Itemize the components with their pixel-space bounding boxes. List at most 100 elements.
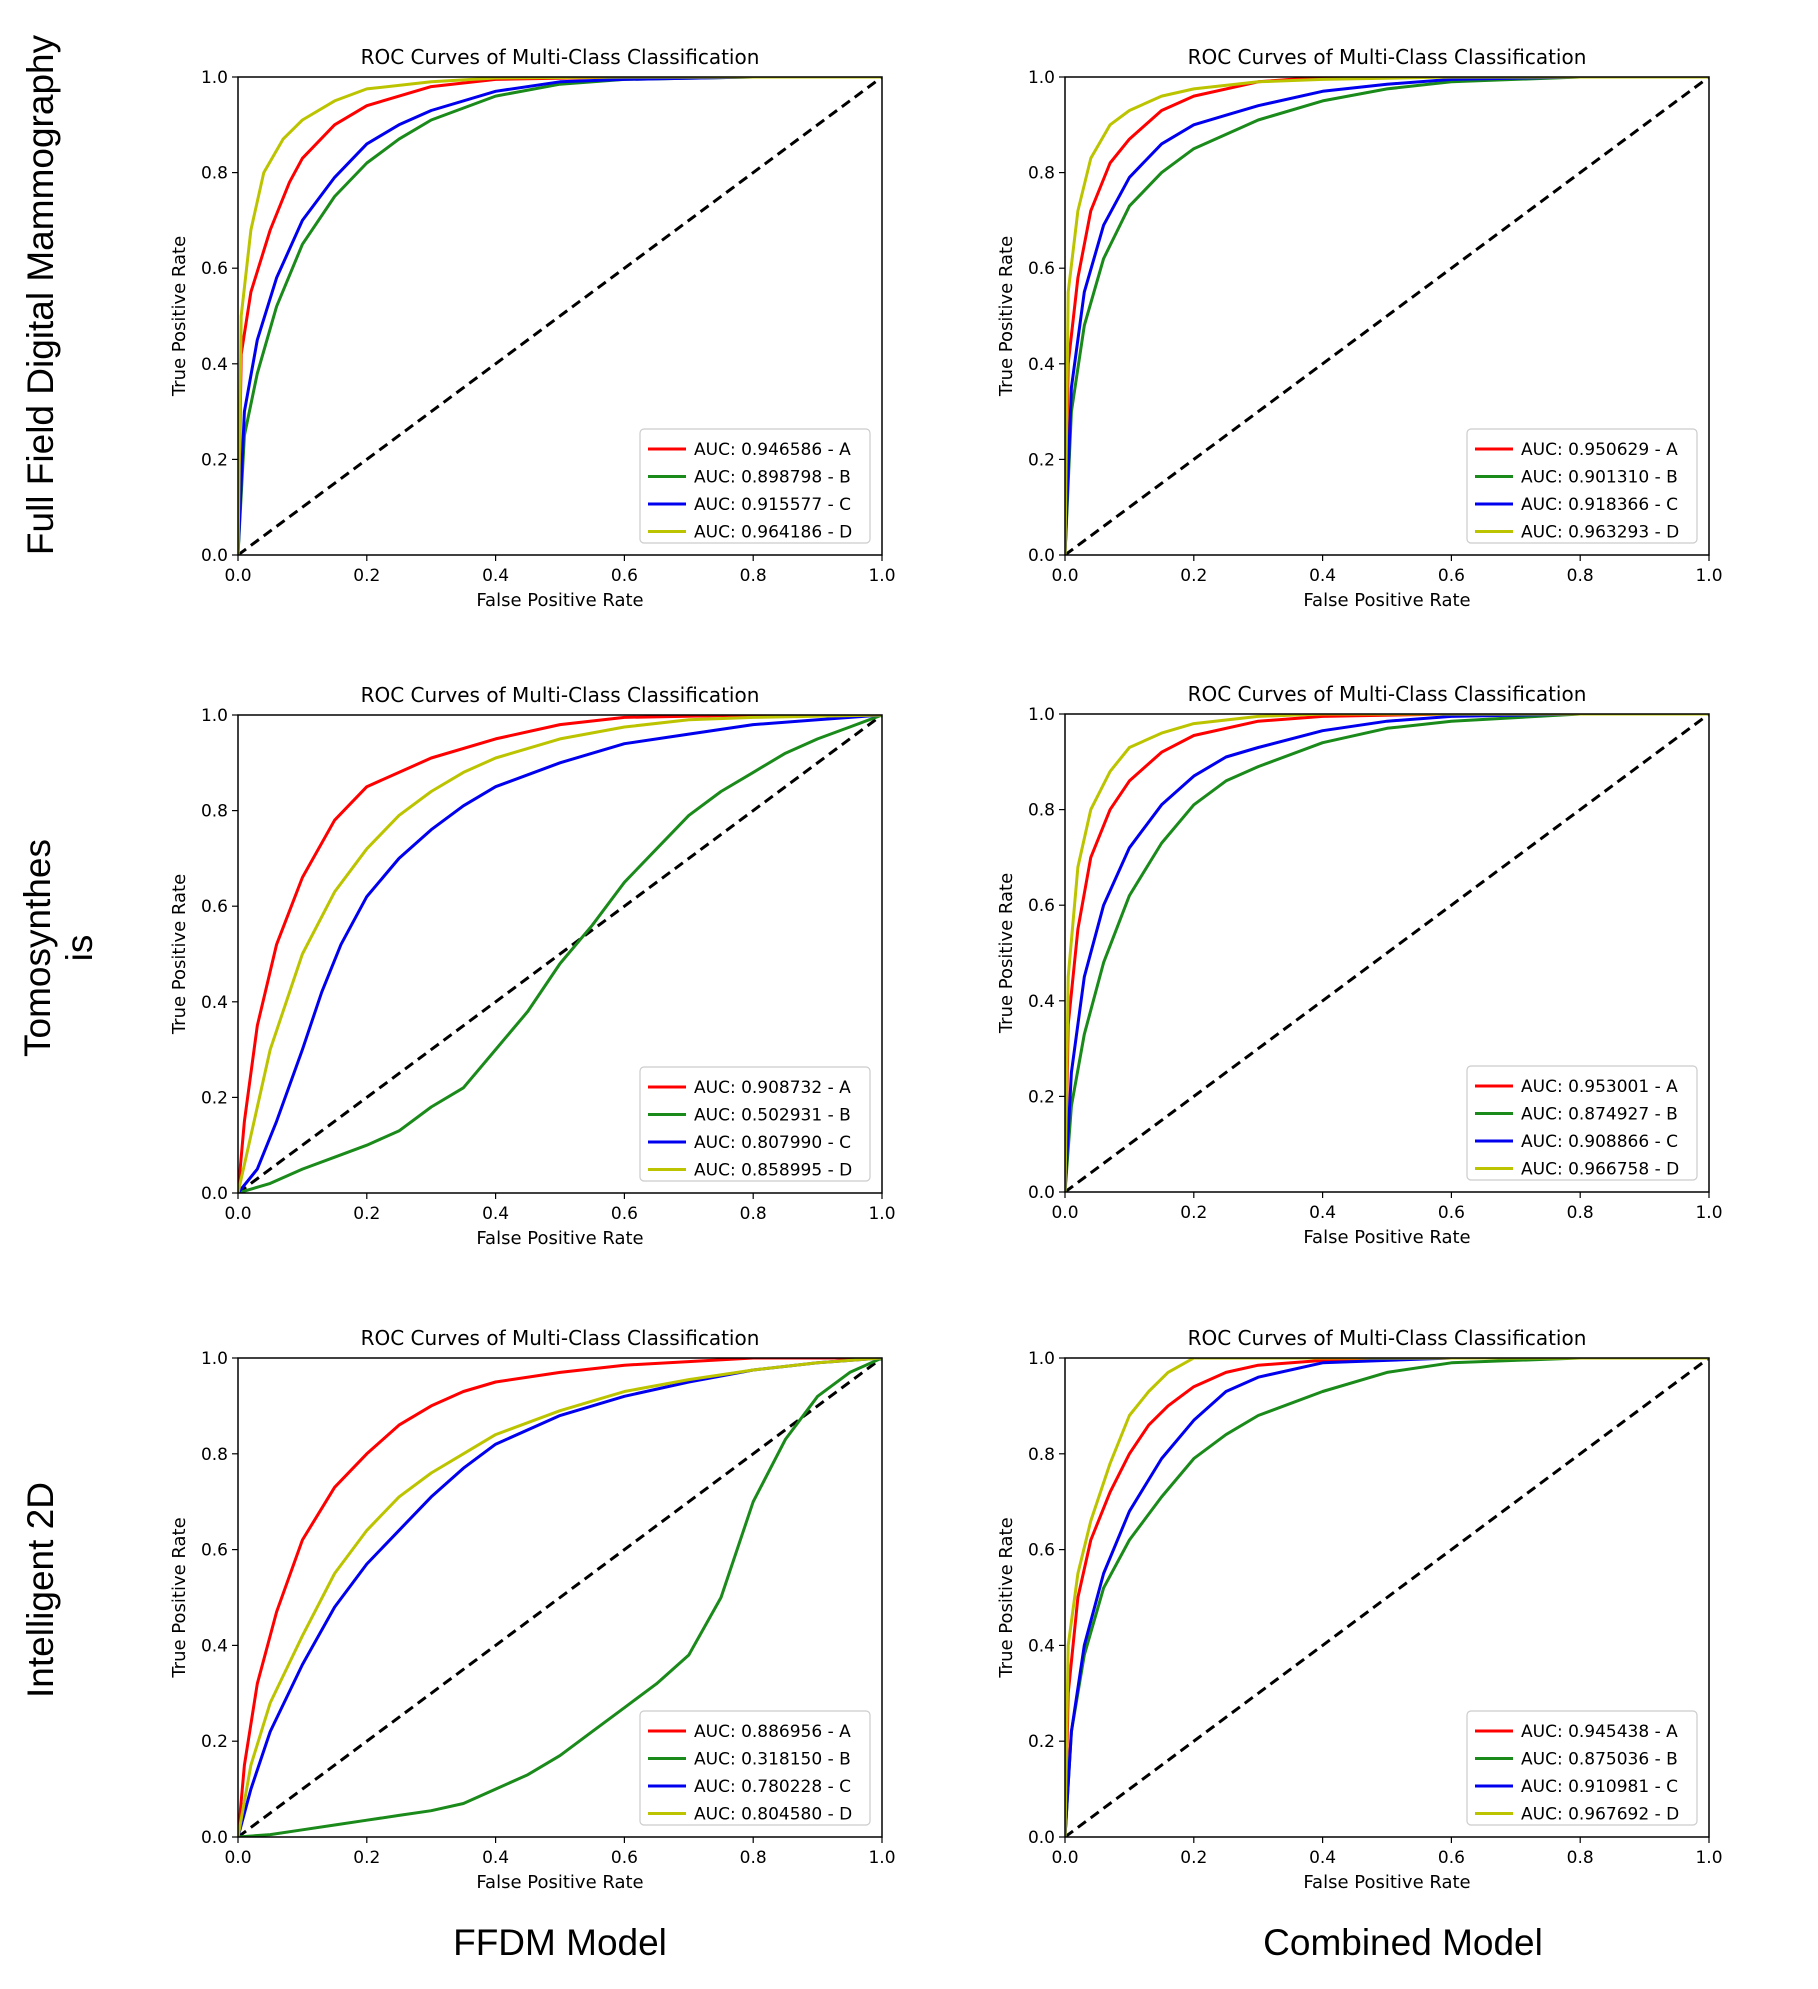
x-tick-label: 0.4 <box>1309 566 1336 586</box>
legend-entry: AUC: 0.858995 - D <box>694 1161 852 1181</box>
roc-curve <box>1065 1358 1709 1837</box>
y-tick-label: 0.0 <box>201 546 228 566</box>
roc-curve <box>1065 714 1709 1192</box>
x-axis-label: False Positive Rate <box>476 1872 643 1893</box>
x-tick-label: 0.6 <box>611 566 638 586</box>
legend-entry: AUC: 0.502931 - B <box>694 1106 851 1126</box>
x-axis-label: False Positive Rate <box>1303 1227 1470 1248</box>
y-tick-label: 0.0 <box>1028 1828 1055 1848</box>
legend-entry: AUC: 0.804580 - D <box>694 1805 852 1825</box>
axes-frame <box>1064 76 1710 556</box>
y-axis-label: True Positive Rate <box>996 873 1017 1034</box>
legend-entry: AUC: 0.875036 - B <box>1521 1750 1678 1770</box>
legend-entry: AUC: 0.908732 - A <box>694 1078 851 1098</box>
legend-entry: AUC: 0.908866 - C <box>1521 1132 1678 1152</box>
x-tick-label: 0.2 <box>1180 1203 1207 1223</box>
x-tick-label: 0.2 <box>353 1848 380 1868</box>
x-tick-label: 1.0 <box>1695 566 1722 586</box>
x-tick-label: 1.0 <box>1695 1203 1722 1223</box>
legend: AUC: 0.953001 - A AUC: 0.874927 - B AUC: 0… <box>1466 1065 1698 1181</box>
y-tick-label: 0.4 <box>1028 1636 1055 1656</box>
row-label-ffdm: Full Field Digital Mammography <box>20 34 61 555</box>
legend-entry: AUC: 0.966758 - D <box>1521 1160 1679 1180</box>
chance-diagonal <box>1065 1358 1709 1837</box>
y-tick-label: 0.6 <box>201 897 228 917</box>
legend: AUC: 0.946586 - A AUC: 0.898798 - B AUC: 0… <box>639 428 871 544</box>
legend-entry: AUC: 0.963293 - D <box>1521 523 1679 543</box>
col-label-combined-model: Combined Model <box>1263 1922 1543 1963</box>
legend-box <box>639 428 871 544</box>
row-label-tomosynthesis: Tomosynthes is <box>17 839 100 1057</box>
y-tick-label: 0.2 <box>201 450 228 470</box>
legend-entry: AUC: 0.874927 - B <box>1521 1105 1678 1125</box>
x-tick-label: 0.6 <box>611 1204 638 1224</box>
axes-frame <box>237 76 883 556</box>
legend-entry: AUC: 0.918366 - C <box>1521 495 1678 515</box>
y-tick-label: 0.8 <box>1028 164 1055 184</box>
legend-entry: AUC: 0.780228 - C <box>694 1777 851 1797</box>
svg-text:is: is <box>59 935 100 962</box>
legend-box <box>1466 1065 1698 1181</box>
legend: AUC: 0.945438 - A AUC: 0.875036 - B AUC: 0… <box>1466 1710 1698 1826</box>
roc-curve <box>1065 714 1709 1192</box>
roc-curve <box>238 77 882 555</box>
panel-title: ROC Curves of Multi-Class Classification <box>1188 1326 1587 1350</box>
x-tick-label: 0.6 <box>1438 1203 1465 1223</box>
plot-area <box>238 715 882 1193</box>
y-tick-label: 0.8 <box>201 164 228 184</box>
plot-area <box>238 1358 882 1837</box>
x-tick-label: 0.4 <box>1309 1203 1336 1223</box>
roc-curve <box>238 1358 882 1837</box>
roc-curve <box>238 715 882 1193</box>
y-tick-label: 0.2 <box>1028 1087 1055 1107</box>
y-tick-label: 0.4 <box>201 355 228 375</box>
x-tick-label: 0.0 <box>224 1848 251 1868</box>
chance-diagonal <box>1065 77 1709 555</box>
x-tick-label: 0.6 <box>1438 1848 1465 1868</box>
chance-diagonal <box>238 715 882 1193</box>
y-tick-label: 1.0 <box>201 1349 228 1369</box>
roc-panel: ROC Curves of Multi-Class Classification… <box>169 683 896 1249</box>
x-tick-label: 0.4 <box>1309 1848 1336 1868</box>
x-tick-label: 0.2 <box>1180 1848 1207 1868</box>
axes-frame <box>237 1357 883 1838</box>
legend-entry: AUC: 0.967692 - D <box>1521 1805 1679 1825</box>
y-tick-label: 1.0 <box>1028 68 1055 88</box>
y-tick-label: 0.4 <box>201 1636 228 1656</box>
roc-curve <box>238 1358 882 1837</box>
panel-title: ROC Curves of Multi-Class Classification <box>361 683 760 707</box>
x-tick-label: 0.4 <box>482 566 509 586</box>
y-axis-label: True Positive Rate <box>169 1517 190 1678</box>
roc-curve <box>1065 714 1709 1192</box>
x-tick-label: 1.0 <box>868 1204 895 1224</box>
y-tick-label: 0.8 <box>1028 1445 1055 1465</box>
plot-area <box>1065 77 1709 555</box>
roc-curve <box>1065 1358 1709 1837</box>
y-tick-label: 0.0 <box>201 1184 228 1204</box>
x-tick-label: 0.2 <box>353 1204 380 1224</box>
roc-curve <box>1065 77 1709 555</box>
roc-curve <box>1065 1358 1709 1837</box>
chance-diagonal <box>1065 714 1709 1192</box>
legend-box <box>639 1710 871 1826</box>
x-tick-label: 0.0 <box>224 566 251 586</box>
legend-entry: AUC: 0.898798 - B <box>694 468 851 488</box>
x-axis-label: False Positive Rate <box>1303 590 1470 611</box>
y-tick-label: 0.0 <box>1028 546 1055 566</box>
y-tick-label: 0.6 <box>201 1541 228 1561</box>
svg-text:Tomosynthes: Tomosynthes <box>17 839 58 1057</box>
x-tick-label: 0.0 <box>1051 566 1078 586</box>
y-tick-label: 0.8 <box>201 1445 228 1465</box>
y-tick-label: 1.0 <box>201 706 228 726</box>
panel-title: ROC Curves of Multi-Class Classification <box>361 1326 760 1350</box>
y-tick-label: 1.0 <box>1028 705 1055 725</box>
x-tick-label: 0.8 <box>740 1848 767 1868</box>
x-tick-label: 1.0 <box>1695 1848 1722 1868</box>
roc-panel: ROC Curves of Multi-Class Classification… <box>996 1326 1723 1893</box>
y-tick-label: 0.6 <box>1028 259 1055 279</box>
roc-curve <box>1065 77 1709 555</box>
x-tick-label: 0.8 <box>740 566 767 586</box>
legend-entry: AUC: 0.950629 - A <box>1521 440 1678 460</box>
x-tick-label: 0.0 <box>1051 1848 1078 1868</box>
